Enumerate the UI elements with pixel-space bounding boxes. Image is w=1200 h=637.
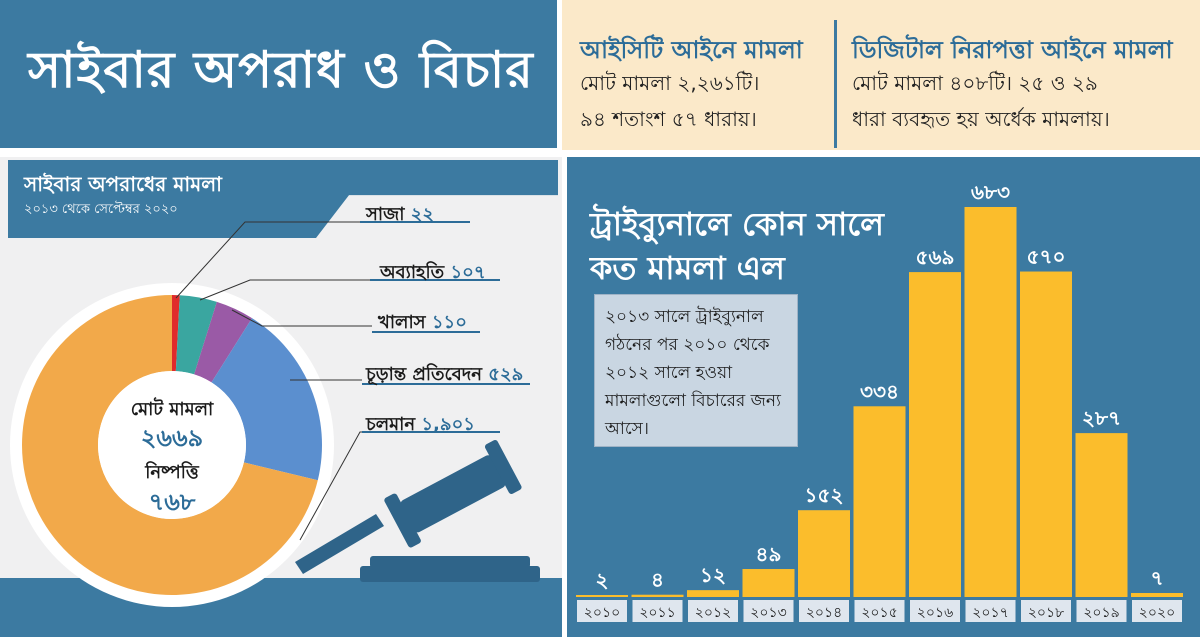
bar [576, 595, 628, 597]
page-title: সাইবার অপরাধ ও বিচার [28, 40, 534, 99]
gavel-icon [295, 440, 540, 582]
slice-label-convicted: সাজা ২২ [366, 200, 434, 231]
dsa-line-2: ধারা ব্যবহৃত হয় অর্ধেক মামলায়। [852, 107, 1110, 131]
dsa-heading: ডিজিটাল নিরাপত্তা আইনে মামলা [852, 36, 1173, 64]
slice-value: ৫২৯ [488, 364, 524, 385]
slice-value: ১১০ [431, 312, 467, 333]
donut-chart [10, 221, 540, 607]
bar-value-label: ১২ [700, 563, 726, 587]
category-label-box [632, 600, 683, 622]
bar-chart-title-line-2: কত মামলা এল [590, 249, 785, 287]
donut-slice [211, 318, 322, 481]
bar-chart-title-line-1: ট্রাইব্যুনালে কোন সালে [590, 205, 884, 243]
title-block [0, 0, 557, 148]
leader-line [231, 309, 372, 327]
bar-value-label: ৪৯ [756, 542, 782, 566]
category-label-box [910, 600, 960, 622]
category-label: ২০১৭ [972, 605, 1008, 621]
info-divider [834, 20, 837, 148]
category-label: ২০১১ [639, 605, 675, 621]
bar [1020, 271, 1072, 597]
bar-value-label: ৪ [651, 568, 664, 592]
category-label-box [577, 600, 627, 622]
bar [742, 569, 795, 597]
donut-slice [172, 295, 180, 372]
slice-name: অব্যাহতি [380, 262, 445, 283]
donut-slice [175, 295, 217, 375]
category-label: ২০১৫ [861, 605, 897, 621]
leader-line [299, 431, 362, 541]
center-disposed-value: ৭৬৮ [148, 488, 196, 516]
slice-value: ১,৯০১ [421, 414, 475, 435]
dsa-line-1: মোট মামলা ৪০৮টি। ২৫ ও ২৯ [852, 71, 1098, 95]
bar [687, 590, 739, 597]
bar [798, 510, 850, 597]
leader-line [199, 279, 370, 301]
category-label-box [743, 600, 794, 622]
slice-name: খালাস [378, 312, 426, 333]
donut-subtitle: ২০১৩ থেকে সেপ্টেম্বর ২০২০ [24, 202, 178, 217]
bar-value-label: ৭ [1150, 566, 1163, 590]
bar-value-label: ২৮৭ [1082, 406, 1121, 430]
category-label: ২০১৪ [806, 605, 842, 621]
category-label: ২০১৩ [750, 605, 786, 621]
slice-name: চূড়ান্ত প্রতিবেদন [366, 364, 482, 385]
info-block [562, 0, 1200, 150]
category-label: ২০১২ [695, 605, 731, 621]
donut-slice [194, 301, 253, 383]
category-label-box [965, 600, 1016, 622]
donut-hole [98, 371, 246, 519]
bar-value-label: ৫৭০ [1027, 245, 1066, 269]
donut-title: সাইবার অপরাধের মামলা [24, 172, 222, 196]
bar [1075, 433, 1128, 597]
category-label-box [1021, 600, 1071, 622]
donut-slice [22, 295, 318, 595]
category-label: ২০২০ [1139, 605, 1175, 621]
slice-label-acquitted: খালাস ১১০ [378, 308, 467, 339]
bar [853, 406, 906, 597]
slice-value: ২২ [410, 204, 435, 225]
bar-value-label: ৬৮৩ [971, 180, 1010, 204]
ict-heading: আইসিটি আইনে মামলা [580, 36, 803, 64]
leader-line [175, 221, 360, 299]
bar [1131, 593, 1183, 597]
bar [631, 594, 684, 597]
category-label: ২০১৬ [917, 605, 953, 621]
bar-chart-title: ট্রাইব্যুনালে কোন সালে কত মামলা এল [590, 202, 884, 290]
slice-name: চলমান [366, 414, 416, 435]
bar-value-label: ১৫২ [805, 483, 844, 507]
center-total-value: ২৬৬৯ [140, 424, 204, 452]
slice-label-discharged: অব্যাহতি ১০৭ [380, 258, 486, 289]
slice-value: ১০৭ [450, 262, 486, 283]
center-total-label: মোট মামলা [130, 399, 214, 420]
ict-line-2: ৯৪ শতাংশ ৫৭ ধারায়। [580, 107, 757, 131]
slice-label-final-report: চূড়ান্ত প্রতিবেদন ৫২৯ [366, 360, 523, 391]
center-disposed-label: নিষ্পত্তি [145, 462, 199, 483]
bar-value-label: ২ [595, 568, 608, 592]
category-label: ২০১৮ [1028, 605, 1064, 621]
slice-label-ongoing: চলমান ১,৯০১ [366, 410, 475, 441]
note-box: ২০১৩ সালে ট্রাইব্যুনাল গঠনের পর ২০১০ থেক… [594, 294, 798, 447]
bar-chart: ২ ২০১০ ৪ ২০১১ ১২ ২০১২ ৪৯ ২০১৩ ১৫২ ২০১৪ ৩৩৪ ২০১৫ ৫৬৯ ২… [576, 180, 1183, 622]
category-label: ২০১৯ [1083, 605, 1119, 621]
category-label-box [1076, 600, 1127, 622]
ict-line-1: মোট মামলা ২,২৬১টি। [580, 71, 760, 95]
bar-value-label: ৩৩৪ [860, 379, 899, 403]
category-label-box [688, 600, 738, 622]
category-label: ২০১০ [584, 605, 620, 621]
category-label-box [799, 600, 849, 622]
left-base-band [0, 578, 562, 637]
bar-value-label: ৫৬৯ [916, 245, 955, 269]
bar [964, 207, 1017, 597]
slice-name: সাজা [366, 204, 405, 225]
category-label-box [1132, 600, 1182, 622]
category-label-box [854, 600, 905, 622]
bar [909, 272, 961, 597]
